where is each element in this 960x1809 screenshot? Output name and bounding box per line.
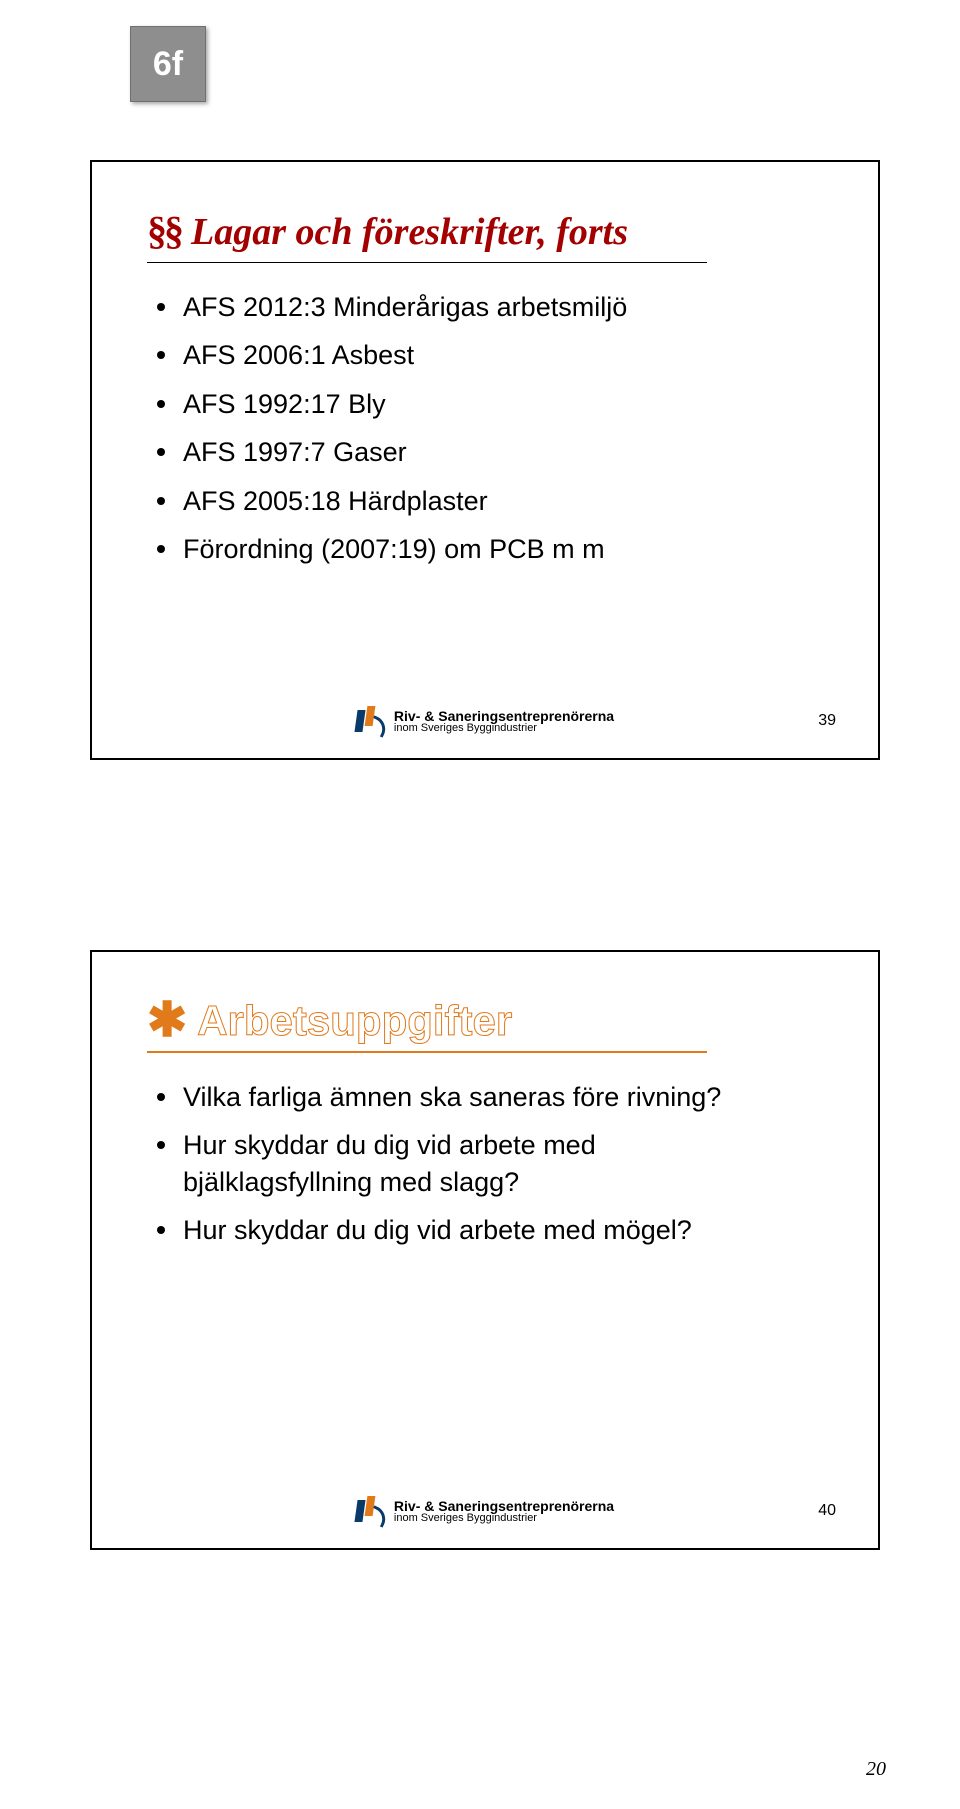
bullet-icon [157,1141,165,1149]
bullet-icon [157,1226,165,1234]
slide-2: ✱ Arbetsuppgifter Vilka farliga ämnen sk… [90,950,880,1550]
logo-line1: Riv- & Saneringsentreprenörerna [394,709,614,723]
list-item: AFS 2006:1 Asbest [157,337,823,373]
bullet-icon [157,303,165,311]
bullet-icon [157,497,165,505]
slide-1-title-row: §§ Lagar och föreskrifter, forts [147,207,823,254]
slide-gap [90,760,890,950]
asterisk-icon: ✱ [147,997,187,1045]
logo-line1: Riv- & Saneringsentreprenörerna [394,1499,614,1513]
slide-1: §§ Lagar och föreskrifter, forts AFS 201… [90,160,880,760]
slide-2-number: 40 [818,1502,836,1520]
slide-1-footer: Riv- & Saneringsentreprenörerna inom Sve… [92,706,878,736]
slide-2-title: Arbetsuppgifter [197,997,512,1045]
logo-icon [356,706,386,736]
list-item: Hur skyddar du dig vid arbete med mögel? [157,1212,823,1248]
logo-icon [356,1496,386,1526]
logo-line2: inom Sveriges Byggindustrier [394,1513,614,1524]
bullet-icon [157,448,165,456]
bullet-icon [157,1093,165,1101]
paragraph-mark-icon: §§ [147,207,181,254]
slide-1-bullet-list: AFS 2012:3 Minderårigas arbetsmiljö AFS … [157,289,823,568]
slide-2-divider [147,1051,707,1053]
list-item: AFS 1992:17 Bly [157,386,823,422]
bullet-text: Förordning (2007:19) om PCB m m [183,531,763,567]
list-item: AFS 2005:18 Härdplaster [157,483,823,519]
section-badge: 6f [130,26,206,102]
logo-text: Riv- & Saneringsentreprenörerna inom Sve… [394,709,614,734]
list-item: Hur skyddar du dig vid arbete med bjälkl… [157,1127,823,1200]
logo: Riv- & Saneringsentreprenörerna inom Sve… [356,1496,614,1526]
bullet-text: Vilka farliga ämnen ska saneras före riv… [183,1079,763,1115]
bullet-text: AFS 1997:7 Gaser [183,434,763,470]
slide-1-divider [147,262,707,263]
slide-1-number: 39 [818,712,836,730]
list-item: Vilka farliga ämnen ska saneras före riv… [157,1079,823,1115]
slide-2-title-row: ✱ Arbetsuppgifter [147,997,823,1045]
page-number: 20 [866,1758,886,1781]
slide-2-footer: Riv- & Saneringsentreprenörerna inom Sve… [92,1496,878,1526]
slide-1-title: Lagar och föreskrifter, forts [191,210,628,254]
bullet-icon [157,351,165,359]
bullet-text: Hur skyddar du dig vid arbete med mögel? [183,1212,763,1248]
slide-2-content: ✱ Arbetsuppgifter Vilka farliga ämnen sk… [92,952,878,1548]
bullet-text: Hur skyddar du dig vid arbete med bjälkl… [183,1127,763,1200]
slide-2-bullet-list: Vilka farliga ämnen ska saneras före riv… [157,1079,823,1249]
bullet-icon [157,545,165,553]
logo-line2: inom Sveriges Byggindustrier [394,723,614,734]
list-item: Förordning (2007:19) om PCB m m [157,531,823,567]
section-badge-label: 6f [153,45,183,84]
logo-text: Riv- & Saneringsentreprenörerna inom Sve… [394,1499,614,1524]
bullet-text: AFS 2006:1 Asbest [183,337,763,373]
bullet-text: AFS 1992:17 Bly [183,386,763,422]
logo: Riv- & Saneringsentreprenörerna inom Sve… [356,706,614,736]
page: 6f §§ Lagar och föreskrifter, forts AFS … [0,0,960,1809]
list-item: AFS 1997:7 Gaser [157,434,823,470]
bullet-text: AFS 2005:18 Härdplaster [183,483,763,519]
bullet-icon [157,400,165,408]
list-item: AFS 2012:3 Minderårigas arbetsmiljö [157,289,823,325]
bullet-text: AFS 2012:3 Minderårigas arbetsmiljö [183,289,763,325]
slide-1-content: §§ Lagar och föreskrifter, forts AFS 201… [92,162,878,758]
